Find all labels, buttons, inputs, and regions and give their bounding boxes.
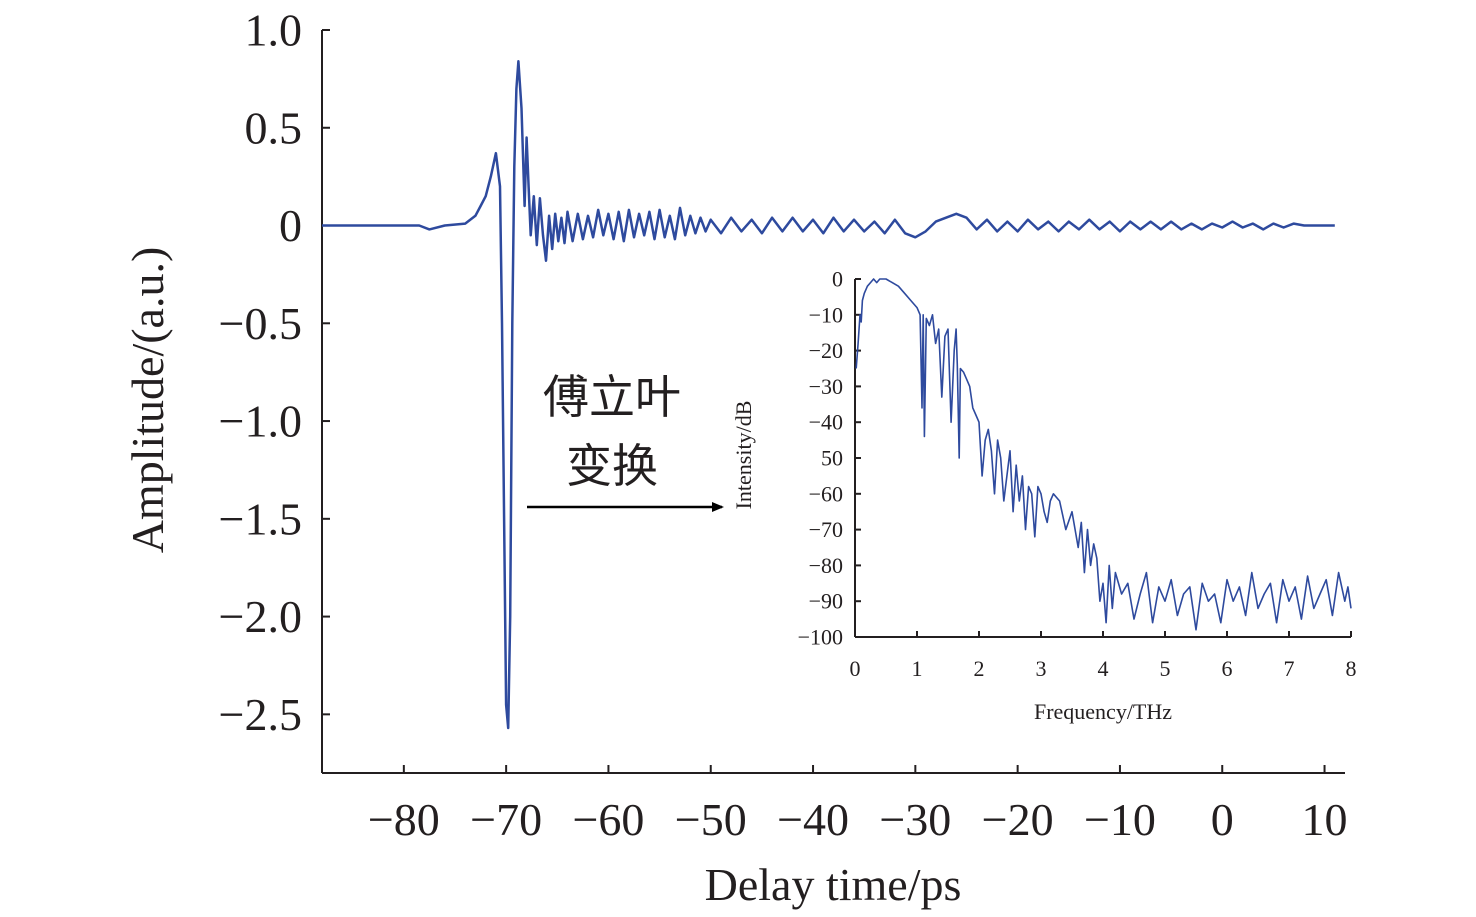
- main-y-tick-label: 1.0: [245, 5, 303, 56]
- inset-x-tick-label: 7: [1284, 656, 1295, 681]
- main-x-tick-label: −30: [879, 794, 951, 845]
- main-chart: 1.0 0.5 0 −0.5 −1.0 −1.5 −2.0 −2.5 −80 −70 −60 −50…: [122, 5, 1348, 910]
- main-y-tick-label: −1.0: [219, 396, 302, 447]
- main-y-ticks: 1.0 0.5 0 −0.5 −1.0 −1.5 −2.0 −2.5: [219, 5, 330, 740]
- inset-y-tick-label: 0: [832, 266, 843, 291]
- main-x-tick-label: 0: [1211, 794, 1234, 845]
- inset-x-tick-label: 5: [1160, 656, 1171, 681]
- main-y-tick-label: −1.5: [219, 493, 302, 544]
- main-series-line: [322, 60, 1335, 730]
- inset-series-line: [855, 278, 1352, 631]
- inset-x-label: Frequency/THz: [1034, 699, 1172, 724]
- main-y-tick-label: −2.5: [219, 689, 302, 740]
- main-y-tick-label: −2.0: [219, 591, 302, 642]
- inset-x-tick-label: 4: [1098, 656, 1109, 681]
- inset-y-tick-label: 50: [821, 445, 843, 470]
- inset-y-tick-label: −80: [809, 553, 843, 578]
- inset-x-tick-label: 8: [1346, 656, 1357, 681]
- fourier-annotation: 傅立叶 变换: [527, 370, 724, 512]
- inset-y-tick-label: −10: [809, 302, 843, 327]
- inset-y-label: Intensity/dB: [731, 401, 756, 510]
- inset-x-tick-label: 6: [1222, 656, 1233, 681]
- main-y-tick-label: 0.5: [245, 102, 303, 153]
- main-x-tick-label: −10: [1084, 794, 1156, 845]
- annotation-line1: 傅立叶: [543, 370, 681, 424]
- main-x-label: Delay time/ps: [705, 859, 962, 910]
- inset-y-tick-label: −20: [809, 338, 843, 363]
- main-x-tick-label: −70: [470, 794, 542, 845]
- main-x-tick-label: −20: [982, 794, 1054, 845]
- main-x-tick-label: −80: [368, 794, 440, 845]
- annotation-line2: 变换: [566, 439, 658, 493]
- inset-x-ticks: 0 1 2 3 4 5 6 7 8: [850, 631, 1357, 681]
- inset-background: [756, 262, 1376, 732]
- inset-y-tick-label: −40: [809, 410, 843, 435]
- inset-y-tick-label: −30: [809, 374, 843, 399]
- main-y-tick-label: 0: [279, 200, 302, 251]
- main-x-tick-label: −40: [777, 794, 849, 845]
- inset-x-tick-label: 2: [974, 656, 985, 681]
- main-x-tick-label: −60: [572, 794, 644, 845]
- inset-y-tick-label: −60: [809, 481, 843, 506]
- main-y-label: Amplitude/(a.u.): [122, 247, 173, 554]
- inset-y-tick-label: −100: [798, 624, 843, 649]
- inset-y-tick-label: −90: [809, 589, 843, 614]
- inset-x-tick-label: 1: [912, 656, 923, 681]
- inset-y-tick-label: −70: [809, 517, 843, 542]
- inset-y-ticks: 0 −10 −20 −30 −40 50 −60 −70 −80 −90 −100: [798, 266, 861, 649]
- main-x-ticks: −80 −70 −60 −50 −40 −30 −20 −10 0 10: [368, 765, 1348, 845]
- inset-chart: 0 −10 −20 −30 −40 50 −60 −70 −80 −90 −100 0 1 2 3 4 5 6 7…: [731, 262, 1376, 732]
- inset-x-tick-label: 3: [1036, 656, 1047, 681]
- main-x-tick-label: 10: [1302, 794, 1348, 845]
- inset-x-tick-label: 0: [850, 656, 861, 681]
- main-y-tick-label: −0.5: [219, 298, 302, 349]
- main-x-tick-label: −50: [675, 794, 747, 845]
